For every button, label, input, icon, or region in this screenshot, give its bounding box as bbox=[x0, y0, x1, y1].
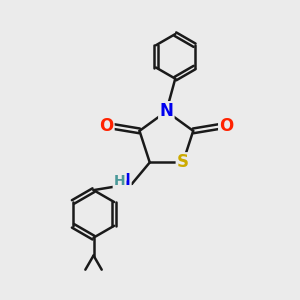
Text: H: H bbox=[114, 174, 125, 188]
Text: O: O bbox=[219, 117, 234, 135]
Text: S: S bbox=[177, 153, 189, 171]
Text: O: O bbox=[99, 117, 113, 135]
Text: N: N bbox=[118, 173, 130, 188]
Text: N: N bbox=[159, 102, 173, 120]
